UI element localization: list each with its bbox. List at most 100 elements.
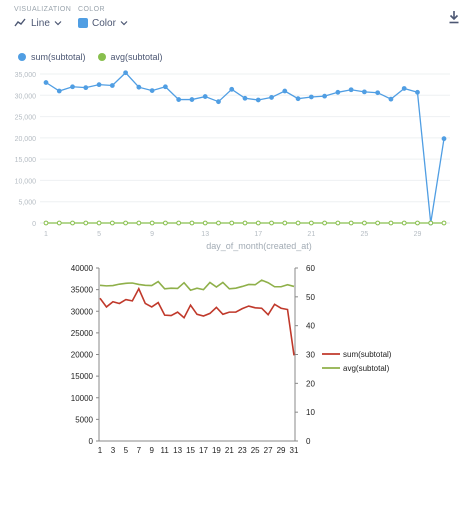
x-tick-label: 25 [361, 231, 369, 238]
color-swatch-icon [78, 18, 88, 28]
y-tick-label: 5,000 [18, 200, 36, 207]
data-point-avg [295, 220, 301, 226]
y-tick-label-right: 0 [306, 437, 311, 446]
data-point-avg [335, 220, 341, 226]
data-point-sum [136, 84, 142, 90]
x-tick-label: 17 [254, 231, 262, 238]
x-tick-label: 23 [238, 446, 247, 455]
x-tick-label: 27 [264, 446, 273, 455]
x-tick-label: 5 [124, 446, 129, 455]
data-point-sum [348, 87, 354, 93]
legend-label-avg: avg(subtotal) [343, 364, 390, 373]
data-point-avg [96, 220, 102, 226]
y-tick-label-left: 0 [89, 437, 94, 446]
y-tick-label: 15,000 [15, 157, 37, 164]
data-point-sum [335, 89, 341, 95]
legend-label-sum: sum(subtotal) [343, 350, 392, 359]
data-point-avg [375, 220, 381, 226]
visualization-label: VISUALIZATION [14, 6, 72, 13]
y-tick-label-right: 40 [306, 322, 315, 331]
y-tick-label-left: 5000 [75, 415, 93, 424]
color-value: Color [92, 17, 116, 29]
data-point-avg [401, 220, 407, 226]
x-tick-label: 7 [137, 446, 142, 455]
x-tick-label: 25 [251, 446, 260, 455]
y-tick-label: 35,000 [15, 72, 37, 79]
data-point-avg [362, 220, 367, 226]
data-point-sum [375, 90, 381, 96]
x-tick-label: 29 [277, 446, 286, 455]
data-point-avg [136, 220, 142, 226]
x-tick-label: 11 [161, 446, 170, 455]
data-point-avg [282, 220, 288, 226]
data-point-sum [282, 88, 288, 94]
y-tick-label: 30,000 [15, 93, 37, 100]
data-point-sum [56, 88, 62, 94]
color-select[interactable]: Color [78, 16, 128, 30]
data-point-avg [242, 220, 248, 226]
data-point-avg [149, 220, 155, 226]
x-tick-label: 3 [111, 446, 116, 455]
y-tick-label-left: 30000 [71, 307, 94, 316]
chevron-down-icon [54, 21, 62, 26]
data-point-sum [176, 97, 182, 102]
y-tick-label-right: 30 [306, 351, 315, 360]
y-tick-label-left: 40000 [71, 264, 94, 273]
data-point-sum [322, 93, 328, 99]
data-point-avg [189, 220, 195, 226]
legend-item-avg[interactable]: avg(subtotal) [97, 52, 163, 62]
data-point-sum [109, 83, 115, 88]
x-tick-label: 1 [44, 231, 48, 238]
series-line-avg [99, 279, 295, 292]
legend-label-sum: sum(subtotal) [31, 52, 86, 62]
data-point-sum [255, 97, 261, 103]
data-point-avg [109, 220, 115, 226]
data-point-sum [43, 80, 49, 85]
data-point-sum [229, 86, 235, 92]
data-point-sum [149, 88, 155, 94]
visualization-select[interactable]: Line [14, 16, 62, 30]
data-point-avg [216, 220, 221, 226]
y-tick-label-right: 20 [306, 379, 315, 388]
data-point-avg [322, 220, 328, 226]
download-icon[interactable] [448, 10, 460, 24]
data-point-avg [415, 220, 420, 226]
y-tick-label-left: 25000 [71, 329, 94, 338]
data-point-avg [83, 220, 89, 226]
x-tick-label: 13 [173, 446, 182, 455]
data-point-avg [202, 220, 208, 226]
color-label: COLOR [78, 6, 105, 13]
x-tick-label: 9 [150, 446, 155, 455]
series-line-sum [99, 286, 295, 356]
y-tick-label: 10,000 [15, 178, 37, 185]
x-tick-label: 1 [98, 446, 103, 455]
data-point-sum [401, 86, 407, 91]
legend-item-sum[interactable]: sum(subtotal) [18, 52, 86, 62]
y-tick-label-right: 50 [306, 293, 315, 302]
data-point-sum [189, 97, 195, 102]
data-point-sum [70, 84, 75, 90]
data-point-avg [348, 220, 354, 226]
data-point-avg [163, 220, 168, 226]
data-point-avg [43, 220, 49, 226]
data-point-avg [176, 220, 182, 226]
y-tick-label-right: 10 [306, 408, 315, 417]
data-point-sum [295, 96, 301, 102]
data-point-sum [269, 95, 274, 100]
y-tick-label: 25,000 [15, 115, 37, 122]
data-point-sum [308, 94, 314, 100]
y-tick-label-left: 10000 [71, 394, 94, 403]
x-tick-label: 31 [290, 446, 299, 455]
line-chart-icon [14, 18, 26, 27]
x-tick-label: 9 [150, 231, 154, 238]
data-point-sum [242, 95, 248, 101]
data-point-avg [308, 220, 314, 226]
data-point-avg [428, 220, 434, 226]
data-point-avg [70, 220, 75, 226]
y-tick-label-left: 35000 [71, 286, 94, 295]
x-tick-label: 29 [414, 231, 422, 238]
data-point-sum [362, 89, 367, 95]
y-tick-label: 0 [32, 221, 36, 228]
legend-dot-avg [97, 53, 106, 61]
x-tick-label: 21 [225, 446, 234, 455]
